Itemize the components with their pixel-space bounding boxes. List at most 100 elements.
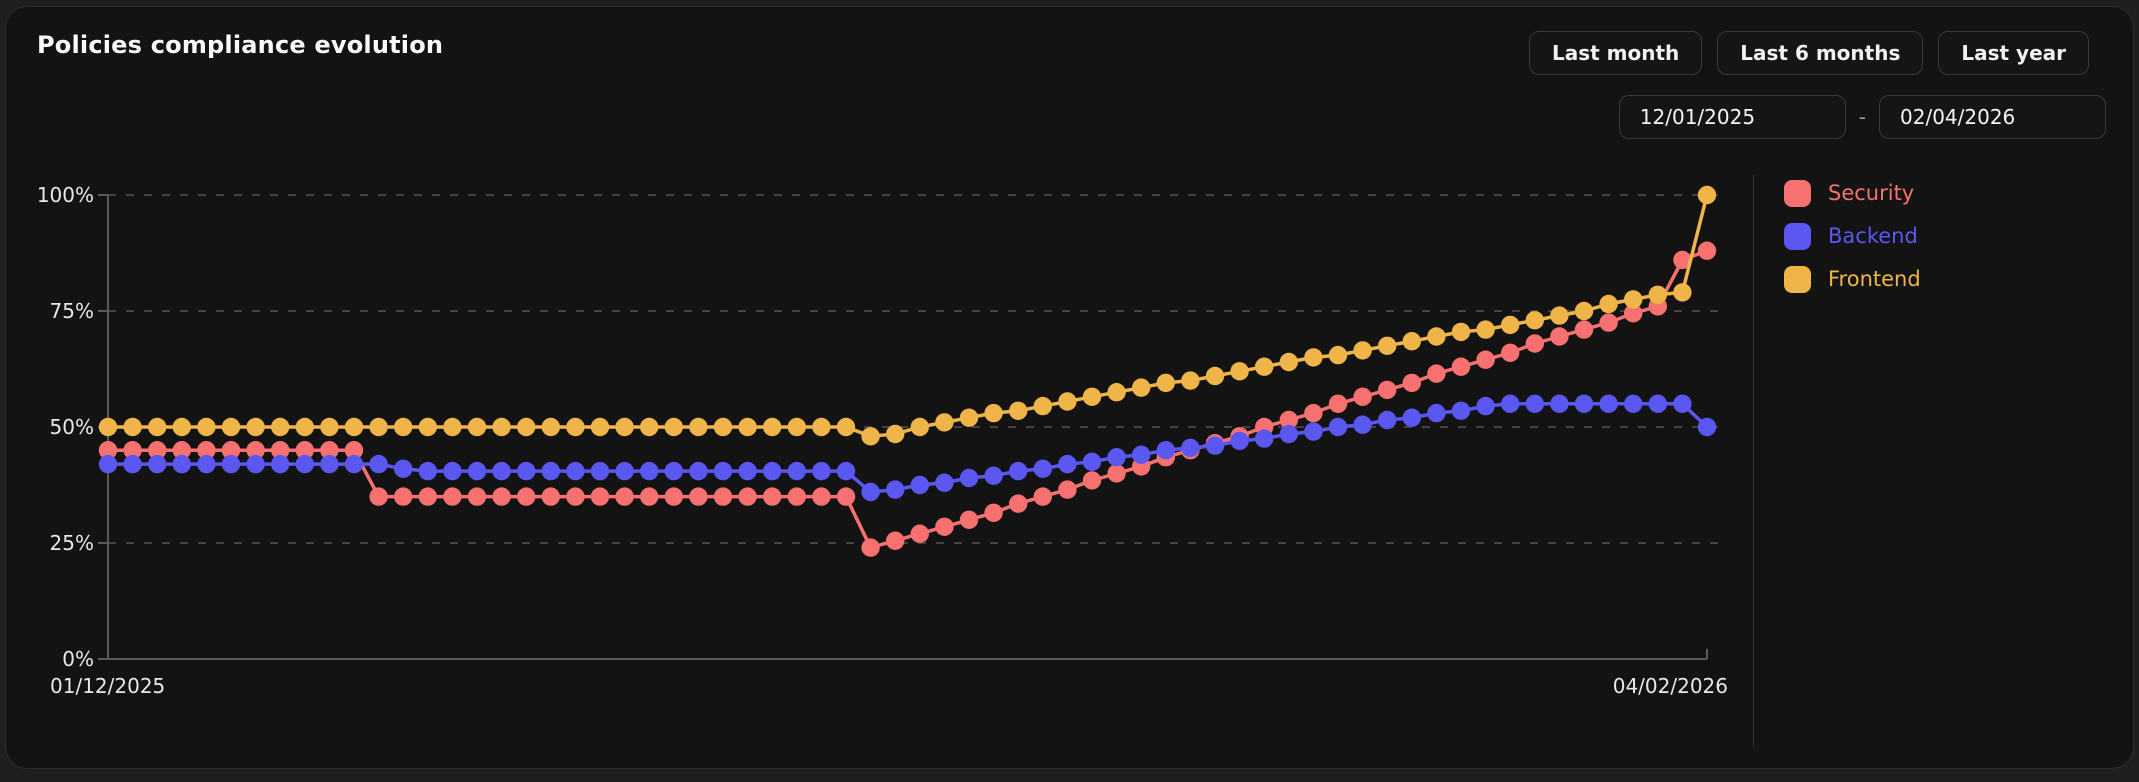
- data-point: [344, 417, 364, 437]
- data-point: [984, 403, 1003, 423]
- data-point: [861, 482, 880, 502]
- data-point: [812, 461, 831, 481]
- data-point: [1427, 364, 1446, 383]
- data-point: [1550, 394, 1569, 413]
- data-point: [1107, 383, 1126, 402]
- data-point: [123, 441, 142, 460]
- data-point: [935, 413, 954, 432]
- range-button-group: Last month Last 6 months Last year: [1528, 31, 2089, 75]
- date-from-input[interactable]: [1618, 95, 1846, 139]
- data-point: [246, 454, 265, 474]
- data-point: [344, 441, 364, 460]
- y-tick-label: 25%: [50, 531, 94, 555]
- data-point: [836, 417, 856, 437]
- data-point: [1673, 250, 1692, 270]
- data-point: [394, 417, 413, 437]
- data-point: [492, 417, 511, 437]
- series-backend: [98, 394, 1717, 502]
- data-point: [1132, 378, 1151, 397]
- last-6-months-button[interactable]: Last 6 months: [1717, 31, 1924, 75]
- data-point: [1624, 290, 1643, 309]
- data-point: [1353, 415, 1372, 434]
- data-point: [1279, 410, 1299, 430]
- data-point: [590, 487, 610, 506]
- data-point: [221, 454, 241, 474]
- data-point: [566, 417, 585, 437]
- data-point: [1427, 403, 1446, 423]
- data-point: [1058, 480, 1077, 499]
- data-point: [615, 461, 634, 481]
- data-point: [418, 461, 437, 481]
- data-point: [541, 461, 560, 481]
- data-point: [836, 487, 856, 506]
- data-point: [935, 517, 954, 536]
- data-point: [418, 417, 437, 437]
- data-point: [172, 454, 191, 474]
- data-point: [320, 454, 339, 474]
- data-point: [344, 454, 364, 474]
- data-point: [984, 466, 1003, 485]
- data-point: [1279, 424, 1299, 444]
- x-start-label: 01/12/2025: [50, 674, 165, 698]
- data-point: [1697, 417, 1717, 437]
- data-point: [640, 487, 659, 506]
- data-point: [221, 441, 241, 460]
- series-line: [108, 249, 1708, 550]
- data-point: [763, 461, 782, 481]
- data-point: [1033, 396, 1053, 416]
- policies-compliance-card: Policies compliance evolution Last month…: [5, 6, 2134, 769]
- data-point: [1451, 401, 1471, 420]
- data-point: [959, 408, 979, 427]
- legend-item-security: Security: [1784, 180, 1921, 207]
- data-point: [640, 461, 659, 481]
- data-point: [295, 454, 314, 474]
- legend-label-backend: Backend: [1828, 223, 1918, 248]
- data-point: [1328, 417, 1348, 437]
- data-point: [1156, 373, 1176, 393]
- data-point: [1525, 311, 1545, 330]
- data-point: [738, 461, 757, 481]
- data-point: [320, 441, 339, 460]
- data-point: [443, 461, 462, 481]
- data-point: [1132, 445, 1151, 464]
- data-point: [664, 487, 683, 506]
- data-point: [886, 531, 905, 550]
- data-point: [1451, 357, 1471, 376]
- data-point: [1550, 327, 1569, 346]
- page-title: Policies compliance evolution: [37, 31, 444, 59]
- x-axis: 01/12/2025 04/02/2026: [50, 649, 1728, 698]
- data-point: [689, 417, 708, 437]
- data-point: [1082, 471, 1102, 490]
- data-point: [443, 487, 462, 506]
- data-point: [246, 441, 265, 460]
- data-point: [910, 417, 929, 437]
- legend-item-frontend: Frontend: [1784, 266, 1921, 293]
- data-point: [590, 461, 610, 481]
- data-point: [664, 461, 683, 481]
- data-point: [467, 417, 487, 437]
- last-month-button[interactable]: Last month: [1528, 31, 1703, 75]
- data-point: [1525, 334, 1545, 353]
- date-to-input[interactable]: [1879, 95, 2106, 139]
- legend-label-security: Security: [1828, 180, 1915, 205]
- data-point: [1107, 448, 1126, 467]
- data-point: [1205, 436, 1225, 455]
- data-point: [640, 417, 659, 437]
- data-point: [1624, 304, 1643, 323]
- data-point: [1673, 283, 1692, 302]
- chart-legend: Security Backend Frontend: [1784, 180, 1921, 293]
- data-point: [836, 461, 856, 481]
- data-point: [812, 417, 831, 437]
- data-point: [467, 487, 487, 506]
- last-year-button[interactable]: Last year: [1938, 31, 2089, 75]
- data-point: [271, 417, 290, 437]
- data-point: [689, 461, 708, 481]
- data-point: [959, 510, 979, 529]
- data-point: [984, 503, 1003, 522]
- data-point: [172, 441, 191, 460]
- data-point: [763, 417, 782, 437]
- data-point: [1476, 350, 1495, 369]
- series-security: [98, 241, 1717, 557]
- data-point: [517, 487, 536, 506]
- data-point: [787, 417, 806, 437]
